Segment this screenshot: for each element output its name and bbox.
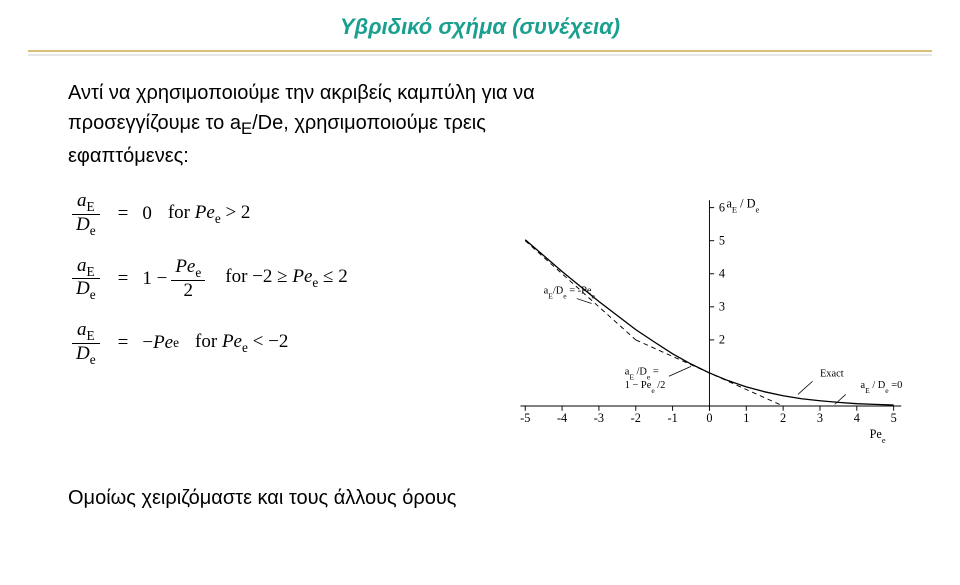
eq1-cond: for Pee > 2 [168, 202, 251, 227]
eq2-lhs-den: D [76, 278, 90, 299]
eq3-cond-rest: < −2 [248, 331, 288, 352]
eq2-cond-pre: for −2 ≥ [225, 266, 292, 287]
eq2-lhs-num: a [77, 255, 87, 276]
svg-text:3: 3 [719, 300, 725, 314]
eq-lhs-den: D [76, 214, 90, 235]
eq2-rhs-den: 2 [180, 281, 198, 301]
eq1-cond-pre: for [168, 202, 195, 223]
svg-text:1 − Pee /2: 1 − Pee /2 [625, 380, 666, 395]
chart-column: -5 -4 -3 -2 -1 0 1 2 3 4 5 2 3 4 5 6aE / De Pee aE/De = -… [478, 181, 922, 461]
svg-text:2: 2 [780, 411, 786, 425]
svg-text:aE / De: aE / De [726, 197, 759, 215]
eq2-lhs-den-sub: e [90, 287, 96, 302]
svg-text:Pee: Pee [870, 427, 886, 445]
eq1-lhs-frac: aE De [72, 191, 100, 238]
intro-line3: εφαπτόμενες: [68, 145, 189, 167]
svg-text:4: 4 [854, 411, 860, 425]
eq2-cond-rest: ≤ 2 [318, 266, 347, 287]
eq3-lhs-den-sub: e [90, 352, 96, 367]
svg-text:Exact: Exact [820, 368, 844, 379]
eq2-rhs-frac: Pee 2 [171, 257, 205, 301]
eq1-cond-pe: Pe [195, 202, 215, 223]
eq1-rhs-val: 0 [142, 203, 152, 225]
svg-text:5: 5 [891, 411, 897, 425]
eq3-lhs-num-sub: E [87, 328, 95, 343]
equation-row-2: aE De = 1 − Pee 2 for −2 ≥ Pee ≤ 2 [68, 256, 478, 303]
eq1-cond-rest: > 2 [221, 202, 251, 223]
eq3-cond: for Pee < −2 [195, 331, 288, 356]
footer-text: Ομοίως χειριζόμαστε και τους άλλους όρου… [68, 487, 892, 510]
equations-column: aE De = 0 for Pee > 2 aE De = [68, 181, 478, 385]
intro-text: Αντί να χρησιμοποιούμε την ακριβείς καμπ… [68, 78, 892, 171]
title-rule-gray [28, 54, 932, 56]
content-row: aE De = 0 for Pee > 2 aE De = [68, 181, 922, 461]
eq2-cond-pe: Pe [292, 266, 312, 287]
svg-text:1: 1 [743, 411, 749, 425]
eq2-lhs-frac: aE De [72, 256, 100, 303]
svg-text:aE/De = -Pee: aE/De = -Pee [544, 286, 596, 301]
eq2-cond: for −2 ≥ Pee ≤ 2 [225, 266, 347, 291]
svg-text:5: 5 [719, 233, 725, 247]
eq1-equals: = [118, 203, 129, 225]
svg-text:aE / De =0: aE / De =0 [861, 380, 903, 395]
intro-line1: Αντί να χρησιμοποιούμε την ακριβείς καμπ… [68, 82, 535, 104]
eq-lhs-den-sub: e [90, 223, 96, 238]
eq3-rhs-sub: e [173, 335, 179, 351]
slide-page: Υβριδικό σχήμα (συνέχεια) Αντί να χρησιμ… [0, 0, 960, 585]
eq3-equals: = [118, 332, 129, 354]
svg-text:3: 3 [817, 411, 823, 425]
eq-lhs-num: a [77, 190, 87, 211]
eq3-cond-pre: for [195, 331, 222, 352]
eq2-equals: = [118, 268, 129, 290]
eq3-lhs-frac: aE De [72, 320, 100, 367]
eq3-rhs: −Pee for Pee < −2 [142, 331, 288, 356]
svg-text:-4: -4 [557, 411, 567, 425]
eq3-rhs-pe: Pe [153, 332, 173, 354]
eq1-rhs: 0 for Pee > 2 [142, 202, 250, 227]
eq2-rhs-pre: 1 − [142, 268, 167, 290]
svg-text:-3: -3 [594, 411, 604, 425]
svg-text:2: 2 [719, 333, 725, 347]
eq2-lhs-num-sub: E [87, 263, 95, 278]
equation-row-3: aE De = −Pee for Pee < −2 [68, 320, 478, 367]
svg-text:-2: -2 [631, 411, 641, 425]
svg-text:0: 0 [706, 411, 712, 425]
intro-line2a: προσεγγίζουμε το a [68, 112, 241, 134]
svg-text:-1: -1 [667, 411, 677, 425]
slide-title: Υβριδικό σχήμα (συνέχεια) [28, 14, 932, 40]
intro-line2b: /De, χρησιμοποιούμε τρεις [252, 112, 486, 134]
eq3-cond-pe: Pe [222, 331, 242, 352]
eq3-lhs-den: D [76, 343, 90, 364]
svg-text:4: 4 [719, 267, 725, 281]
svg-text:-5: -5 [520, 411, 530, 425]
eq2-rhs: 1 − Pee 2 for −2 ≥ Pee ≤ 2 [142, 257, 347, 301]
eq3-lhs-num: a [77, 319, 87, 340]
eq2-rhs-num-sub: e [195, 265, 201, 280]
svg-text:6: 6 [719, 200, 725, 214]
eq-lhs-num-sub: E [87, 199, 95, 214]
intro-line2-sub: E [241, 119, 252, 138]
eq3-rhs-pre: − [142, 332, 153, 354]
chart-svg: -5 -4 -3 -2 -1 0 1 2 3 4 5 2 3 4 5 6aE / De Pee aE/De = -… [478, 181, 922, 461]
title-rule-gold [28, 50, 932, 52]
equation-row-1: aE De = 0 for Pee > 2 [68, 191, 478, 238]
eq2-rhs-num: Pe [175, 256, 195, 277]
